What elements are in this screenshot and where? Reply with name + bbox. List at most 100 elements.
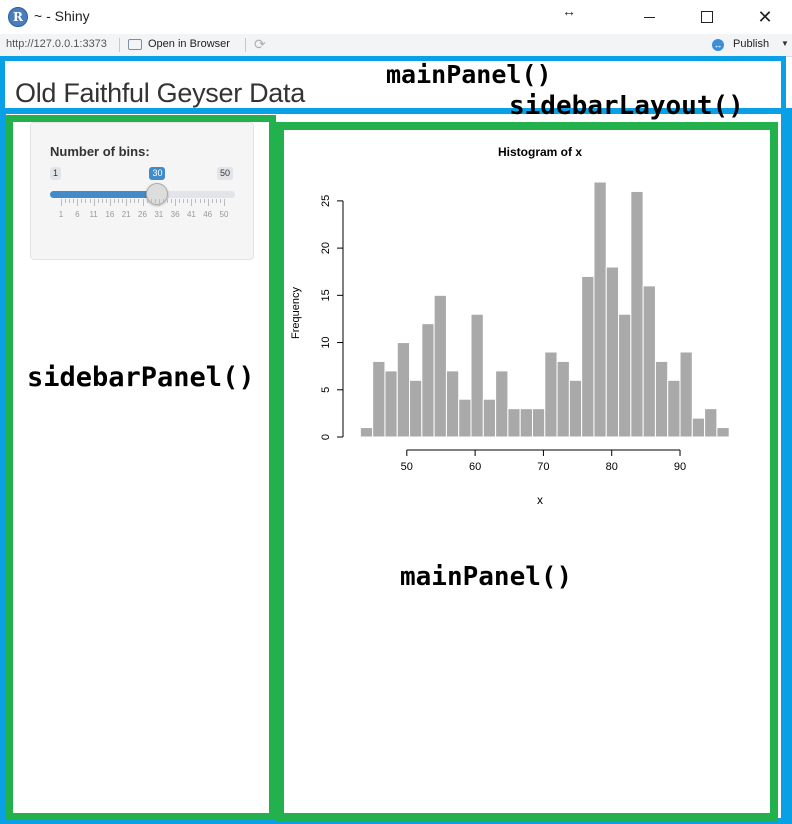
- toolbar-divider: [119, 38, 120, 52]
- slider-minor-tick: [146, 199, 148, 203]
- slider-grid-label: 50: [219, 210, 229, 219]
- y-tick-label: 25: [320, 195, 332, 207]
- slider-major-tick: [126, 199, 128, 206]
- slider-minor-tick: [183, 199, 185, 203]
- y-tick-label: 0: [320, 434, 332, 440]
- publish-icon[interactable]: ↔: [712, 39, 724, 51]
- url-display[interactable]: http://127.0.0.1:3373: [6, 38, 107, 50]
- slider-minor-tick: [73, 199, 75, 203]
- slider-grid-label: 41: [186, 210, 196, 219]
- slider-grid-label: 16: [105, 210, 115, 219]
- sidebar-panel-annotation: sidebarPanel(): [27, 362, 255, 393]
- refresh-icon[interactable]: ⟳: [254, 36, 266, 52]
- window-title-bar: R ~ - Shiny ↔ ✕: [0, 0, 792, 34]
- slider-grid-label: 1: [58, 210, 64, 219]
- histogram-bar: [531, 408, 546, 438]
- histogram-bar: [482, 398, 497, 438]
- slider-minor-tick: [138, 199, 140, 203]
- histogram-bar: [667, 379, 681, 438]
- histogram-bar: [679, 351, 693, 438]
- window-title: ~ - Shiny: [34, 8, 90, 24]
- slider-grid-label: 11: [89, 210, 98, 219]
- slider-minor-tick: [81, 199, 83, 203]
- histogram-bar: [396, 342, 411, 438]
- close-button[interactable]: ✕: [757, 7, 773, 27]
- bins-slider-label: Number of bins:: [50, 144, 150, 159]
- histogram-axes: 50 60 70 80 90 0 5 10 15 20 25: [320, 195, 686, 473]
- slider-minor-tick: [187, 199, 189, 203]
- slider-minor-tick: [130, 199, 132, 203]
- slider-minor-tick: [105, 199, 107, 203]
- slider-minor-tick: [154, 199, 156, 203]
- slider-major-tick: [93, 199, 95, 206]
- slider-minor-tick: [179, 199, 181, 203]
- histogram-bar: [618, 313, 632, 438]
- slider-minor-tick: [162, 199, 164, 203]
- slider-minor-tick: [89, 199, 91, 203]
- slider-max-label: 50: [217, 167, 234, 180]
- minimize-button[interactable]: [626, 4, 672, 30]
- slider-grid-label: 21: [121, 210, 131, 219]
- slider-minor-tick: [134, 199, 136, 203]
- viewer-toolbar: http://127.0.0.1:3373 Open in Browser ⟳ …: [0, 34, 792, 57]
- histogram-bar: [433, 294, 447, 438]
- slider-major-tick: [61, 199, 62, 206]
- histogram-bar: [568, 379, 583, 438]
- slider-grid-label: 36: [170, 210, 180, 219]
- histogram-bar: [704, 408, 718, 438]
- histogram-bar: [470, 313, 484, 438]
- slider-minor-tick: [203, 199, 205, 203]
- slider-major-tick: [142, 199, 144, 206]
- histogram-bar: [593, 181, 607, 438]
- histogram-bar: [691, 417, 706, 438]
- histogram-bar: [716, 427, 730, 438]
- slider-major-tick: [224, 199, 225, 206]
- chart-title: Histogram of x: [498, 145, 582, 159]
- main-panel-annotation: mainPanel(): [386, 60, 552, 89]
- y-tick-label: 10: [320, 336, 332, 348]
- histogram-plot: Histogram of x x Frequency 50 60 70 80 90 0 5 1…: [290, 145, 730, 507]
- slider-major-tick: [191, 199, 193, 206]
- histogram-bar: [458, 398, 472, 438]
- resize-arrows-icon: ↔: [562, 3, 576, 19]
- x-tick-label: 90: [674, 461, 686, 473]
- slider-major-tick: [77, 199, 79, 206]
- slider-major-tick: [109, 199, 111, 206]
- slider-minor-tick: [199, 199, 201, 203]
- slider-minor-tick: [171, 199, 173, 203]
- r-logo-icon: R: [8, 7, 28, 27]
- publish-button[interactable]: Publish: [733, 38, 770, 50]
- slider-grid-label: 6: [75, 210, 80, 219]
- slider-minor-tick: [219, 199, 221, 203]
- page-title: Old Faithful Geyser Data: [15, 78, 305, 108]
- toolbar-divider: [245, 38, 246, 52]
- main-panel-bottom-annotation: mainPanel(): [400, 562, 573, 592]
- publish-dropdown-icon[interactable]: ▼: [781, 39, 789, 48]
- y-axis-label: Frequency: [290, 287, 302, 339]
- y-tick-label: 5: [320, 387, 332, 393]
- histogram-bar: [544, 351, 558, 438]
- slider-min-label: 1: [50, 167, 62, 180]
- histogram-bar: [421, 323, 435, 438]
- histogram-bar: [359, 427, 374, 438]
- histogram-bar: [372, 360, 386, 438]
- histogram-bar: [581, 275, 595, 438]
- histogram-bar: [384, 370, 398, 438]
- histogram-bars: [359, 181, 730, 438]
- x-tick-label: 80: [606, 461, 618, 473]
- y-tick-label: 20: [320, 242, 332, 254]
- x-tick-label: 50: [401, 461, 413, 473]
- slider-fill: [50, 191, 158, 198]
- open-in-browser-button[interactable]: Open in Browser: [148, 38, 230, 50]
- slider-minor-tick: [150, 199, 152, 203]
- slider-minor-tick: [65, 199, 67, 203]
- slider-minor-tick: [166, 199, 168, 203]
- open-browser-icon[interactable]: [128, 39, 142, 50]
- slider-major-tick: [207, 199, 209, 206]
- slider-minor-tick: [113, 199, 115, 203]
- x-axis-label: x: [537, 493, 543, 507]
- maximize-button[interactable]: [684, 4, 730, 30]
- x-tick-label: 60: [469, 461, 481, 473]
- slider-minor-tick: [85, 199, 87, 203]
- slider-minor-tick: [215, 199, 217, 203]
